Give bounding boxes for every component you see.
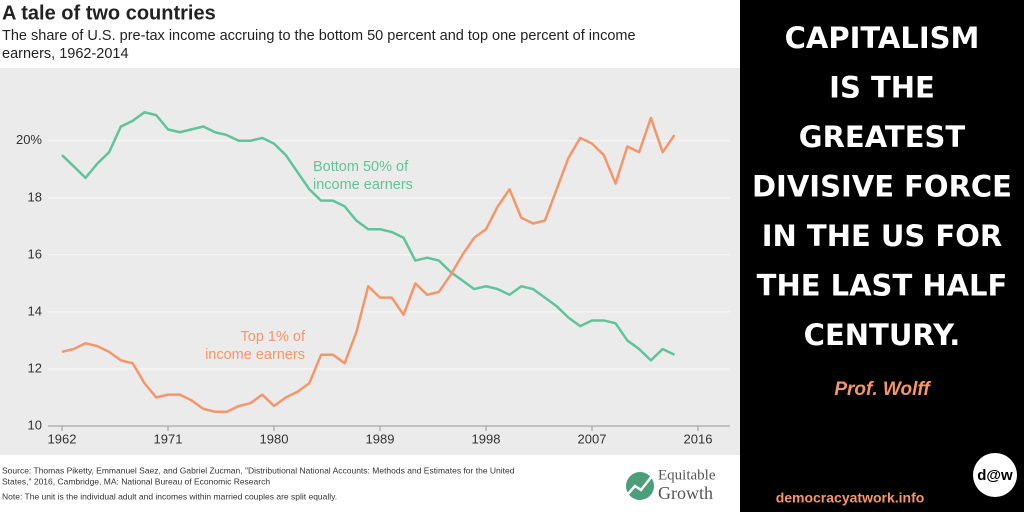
y-tick-label: 18 xyxy=(28,189,42,204)
series-label: Bottom 50% of xyxy=(313,159,409,175)
badge-text: d@w xyxy=(977,467,1013,484)
quote-line: IS THE xyxy=(829,71,935,105)
plot-background xyxy=(0,68,740,455)
logo-text: Growth xyxy=(658,483,713,503)
subtitle: The share of U.S. pre-tax income accruin… xyxy=(2,28,636,44)
logo-text: Equitable xyxy=(658,467,716,483)
y-tick-label: 16 xyxy=(28,246,42,261)
series-label: income earners xyxy=(313,177,413,193)
y-tick-label: 10 xyxy=(28,417,42,432)
series-line xyxy=(61,116,676,413)
quote-line: CENTURY. xyxy=(804,318,961,352)
series-label: Top 1% of xyxy=(241,329,306,345)
x-tick-label: 2007 xyxy=(578,431,607,446)
source: States," 2016, Cambridge, MA: National B… xyxy=(2,476,270,486)
quote-line: DIVISIVE FORCE xyxy=(752,170,1012,204)
x-tick-label: 1980 xyxy=(260,431,289,446)
series-label: income earners xyxy=(205,347,305,363)
quote-line: CAPITALISM xyxy=(785,21,980,55)
x-tick-label: 1971 xyxy=(154,431,183,446)
y-tick-label: 12 xyxy=(28,360,42,375)
quote-line: GREATEST xyxy=(799,120,966,154)
author: Prof. Wolff xyxy=(834,379,931,400)
badge xyxy=(973,453,1017,497)
note: Note: The unit is the individual adult a… xyxy=(2,491,337,501)
y-tick-label: 20% xyxy=(16,132,42,147)
source: Source: Thomas Piketty, Emmanuel Saez, a… xyxy=(2,465,515,475)
subtitle: earners, 1962-2014 xyxy=(2,46,129,62)
x-tick-label: 2016 xyxy=(684,431,713,446)
y-tick-label: 14 xyxy=(28,303,42,318)
series-line xyxy=(61,111,675,362)
logo-icon xyxy=(626,472,654,500)
x-tick-label: 1998 xyxy=(472,431,501,446)
quote-line: IN THE US FOR xyxy=(762,219,1002,253)
x-tick-label: 1962 xyxy=(48,431,77,446)
x-tick-label: 1989 xyxy=(366,431,395,446)
right-panel xyxy=(740,0,1024,512)
site: democracyatwork.info xyxy=(776,490,925,506)
quote-line: THE LAST HALF xyxy=(757,269,1008,303)
chart-title: A tale of two countries xyxy=(2,2,216,24)
